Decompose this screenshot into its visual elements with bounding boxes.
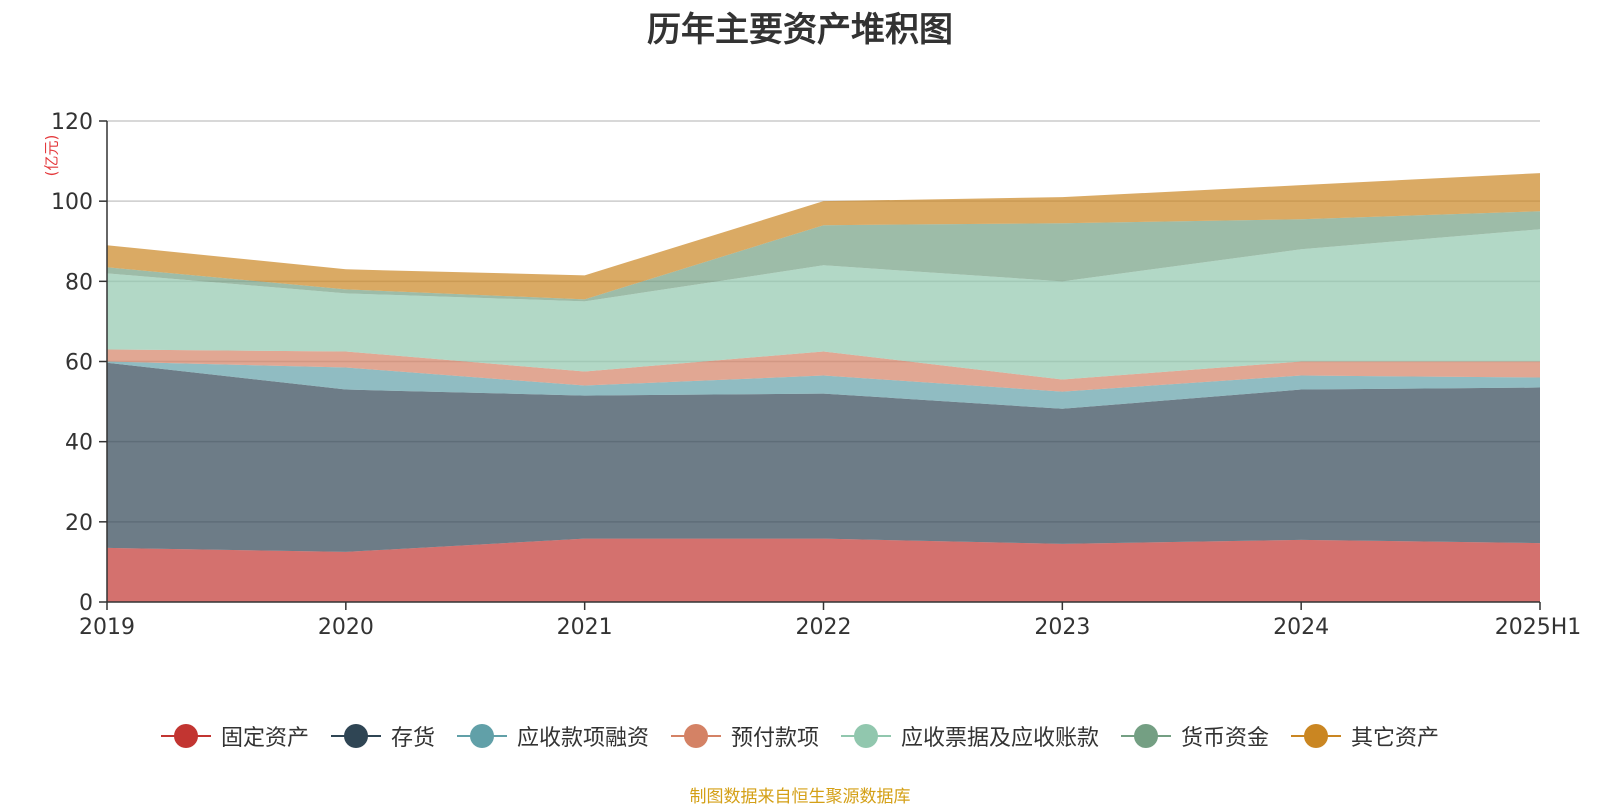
legend: 固定资产 存货 应收款项融资 预付款项 应收票据及应收账款 货币资金 其它资产 — [0, 720, 1600, 752]
legend-marker-dot — [173, 724, 198, 748]
legend-marker-dot — [1134, 724, 1159, 748]
area-series — [107, 173, 1540, 602]
legend-marker-dot — [854, 724, 878, 748]
legend-item[interactable]: 存货 — [330, 720, 435, 752]
x-tick-label: 2024 — [1273, 615, 1329, 640]
y-tick-label: 120 — [51, 110, 93, 135]
legend-marker — [1291, 723, 1342, 749]
legend-marker-dot — [469, 724, 494, 748]
legend-item[interactable]: 应收款项融资 — [456, 720, 649, 752]
area-series-0 — [107, 538, 1540, 602]
y-tick-label: 80 — [65, 270, 93, 295]
legend-item[interactable]: 固定资产 — [160, 720, 309, 752]
legend-label: 其它资产 — [1351, 726, 1440, 751]
legend-marker — [330, 723, 381, 749]
area-series-6 — [107, 173, 1540, 300]
legend-item[interactable]: 货币资金 — [1121, 720, 1269, 752]
area-series-4 — [107, 229, 1540, 380]
x-tick-label: 2025H1 — [1495, 615, 1582, 640]
chart-title: 历年主要资产堆积图 — [647, 10, 953, 50]
source-note: 制图数据来自恒生聚源数据库 — [689, 787, 911, 807]
legend-item[interactable]: 其它资产 — [1291, 720, 1439, 752]
legend-item[interactable]: 预付款项 — [670, 720, 819, 752]
legend-label: 固定资产 — [220, 726, 309, 751]
y-tick-label: 40 — [65, 431, 93, 456]
x-tick-label: 2021 — [557, 615, 613, 640]
area-series-5 — [107, 211, 1540, 302]
legend-marker — [456, 723, 507, 749]
legend-marker-dot — [1304, 724, 1329, 748]
y-tick-label: 20 — [65, 511, 93, 536]
legend-marker-dot — [343, 724, 368, 748]
legend-label: 预付款项 — [730, 726, 819, 751]
x-tick-label: 2023 — [1034, 615, 1090, 640]
area-series-2 — [107, 361, 1540, 409]
legend-label: 货币资金 — [1181, 726, 1270, 751]
legend-label: 应收票据及应收账款 — [901, 726, 1100, 751]
legend-marker — [1121, 723, 1172, 749]
legend-marker — [160, 723, 211, 749]
legend-marker — [841, 723, 891, 749]
area-series-3 — [107, 349, 1540, 392]
x-axis-ticks: 2019 2020 2021 2022 2023 2024 2025H1 — [79, 602, 1581, 640]
legend-label: 存货 — [390, 726, 435, 751]
y-tick-label: 100 — [51, 190, 93, 215]
legend-marker-dot — [683, 724, 708, 748]
y-tick-label: 60 — [65, 351, 93, 376]
area-series-1 — [107, 362, 1540, 552]
legend-marker — [670, 723, 721, 749]
x-tick-label: 2020 — [318, 615, 374, 640]
x-tick-label: 2022 — [796, 615, 852, 640]
y-axis-ticks: 0 20 40 60 80 100 120 — [51, 110, 107, 616]
legend-label: 应收款项融资 — [516, 726, 649, 751]
x-tick-label: 2019 — [79, 615, 135, 640]
legend-item[interactable]: 应收票据及应收账款 — [841, 720, 1099, 752]
y-tick-label: 0 — [79, 591, 93, 616]
